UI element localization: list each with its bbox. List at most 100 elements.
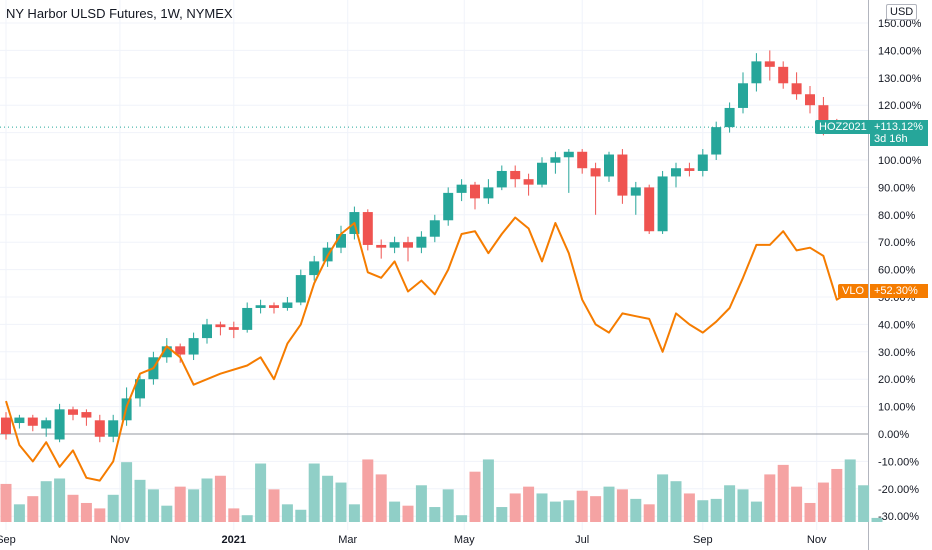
vlo-comparison-line	[0, 126, 868, 482]
volume-bars	[0, 459, 883, 522]
candle-body	[818, 105, 829, 125]
candle-body	[161, 346, 172, 358]
x-tick-label: Sep	[0, 534, 16, 546]
candle-body	[376, 244, 387, 248]
main-symbol-tag: HOZ2021	[815, 120, 871, 135]
candle-body	[94, 420, 105, 437]
volume-bar	[657, 474, 669, 522]
y-tick-label: 10.00%	[878, 402, 916, 414]
candle-body	[778, 66, 789, 84]
candle-body	[295, 275, 306, 303]
y-tick-label: 70.00%	[878, 237, 916, 249]
candle-body	[175, 346, 186, 355]
volume-bar	[268, 489, 280, 522]
candle-body	[590, 168, 601, 177]
candle-body	[456, 184, 467, 193]
volume-bar	[523, 486, 535, 522]
x-tick-label: 2021	[222, 534, 246, 546]
volume-bar	[67, 494, 79, 522]
candle-body	[604, 154, 614, 177]
y-tick-label: 0.00%	[878, 429, 909, 441]
candle-body	[362, 212, 373, 245]
candle-body	[188, 338, 199, 355]
volume-bar	[456, 515, 468, 522]
candle-body	[537, 162, 547, 185]
candle-body	[617, 154, 628, 196]
volume-bar	[94, 508, 106, 522]
candle-body	[523, 179, 534, 185]
candle-body	[108, 420, 119, 437]
candle-body	[228, 327, 239, 330]
x-tick-label: Sep	[693, 534, 713, 546]
candle-body	[791, 83, 802, 95]
candle-body	[389, 242, 400, 248]
volume-bar	[308, 463, 320, 522]
x-tick-label: Mar	[338, 534, 357, 546]
candle-body	[41, 420, 52, 429]
volume-bar	[415, 485, 427, 522]
y-tick-label: 100.00%	[878, 155, 922, 167]
volume-bar	[630, 498, 642, 522]
volume-bar	[335, 482, 347, 522]
y-tick-label: 60.00%	[878, 265, 916, 277]
volume-bar	[590, 496, 602, 522]
volume-bar	[777, 464, 789, 522]
volume-bar	[295, 509, 307, 522]
y-tick-label: -20.00%	[878, 484, 919, 496]
candle-body	[1, 417, 11, 434]
y-tick-label: 20.00%	[878, 374, 916, 386]
volume-bar	[402, 505, 414, 522]
currency-label[interactable]: USD	[886, 4, 918, 20]
volume-bar	[697, 500, 709, 522]
volume-bar	[442, 489, 454, 522]
vlo-line-path	[5, 216, 851, 482]
candle-body	[309, 261, 320, 276]
volume-bar	[80, 502, 92, 522]
candle-body	[255, 305, 266, 308]
volume-bar	[214, 475, 226, 522]
volume-bar	[616, 489, 628, 522]
candle-body	[282, 302, 293, 308]
volume-bar	[817, 482, 829, 522]
volume-bar	[536, 493, 548, 522]
volume-bar	[831, 468, 843, 522]
volume-bar	[710, 498, 722, 522]
compare-value-tag: +52.30%	[870, 284, 928, 298]
candle-body	[644, 187, 655, 232]
volume-bar	[750, 501, 762, 522]
candle-body	[630, 187, 641, 196]
volume-bar	[482, 459, 494, 522]
candle-body	[483, 187, 494, 199]
volume-bar	[563, 500, 575, 522]
chart-grid	[0, 0, 869, 550]
volume-bar	[134, 479, 146, 522]
volume-bar	[804, 502, 816, 522]
y-tick-label: 80.00%	[878, 210, 916, 222]
candle-body	[751, 61, 762, 84]
time-scale[interactable]: Sep Nov 2021 Mar May Jul Sep Nov	[0, 534, 827, 546]
x-tick-label: Jul	[575, 534, 589, 546]
volume-bar	[13, 504, 25, 522]
volume-bar	[858, 485, 870, 522]
candle-body	[550, 157, 561, 163]
volume-bar	[107, 494, 119, 522]
price-scale[interactable]: 150.00%140.00%130.00%120.00%110.00%100.0…	[878, 18, 922, 523]
volume-bar	[322, 475, 334, 522]
volume-bar	[737, 489, 749, 522]
volume-bar	[469, 471, 481, 522]
volume-bar	[375, 474, 387, 522]
candle-body	[403, 242, 413, 248]
volume-bar	[27, 496, 39, 522]
candle-body	[27, 417, 38, 426]
candle-body	[54, 409, 65, 440]
volume-bar	[389, 501, 401, 522]
main-value-tag: +113.12% 3d 16h	[870, 120, 928, 147]
candle-body	[470, 184, 480, 199]
x-tick-label: Nov	[807, 534, 827, 546]
volume-bar	[764, 474, 776, 522]
volume-bar	[201, 478, 213, 522]
main-countdown: 3d 16h	[874, 133, 908, 146]
candle-body	[496, 170, 507, 188]
candle-body	[671, 168, 681, 177]
